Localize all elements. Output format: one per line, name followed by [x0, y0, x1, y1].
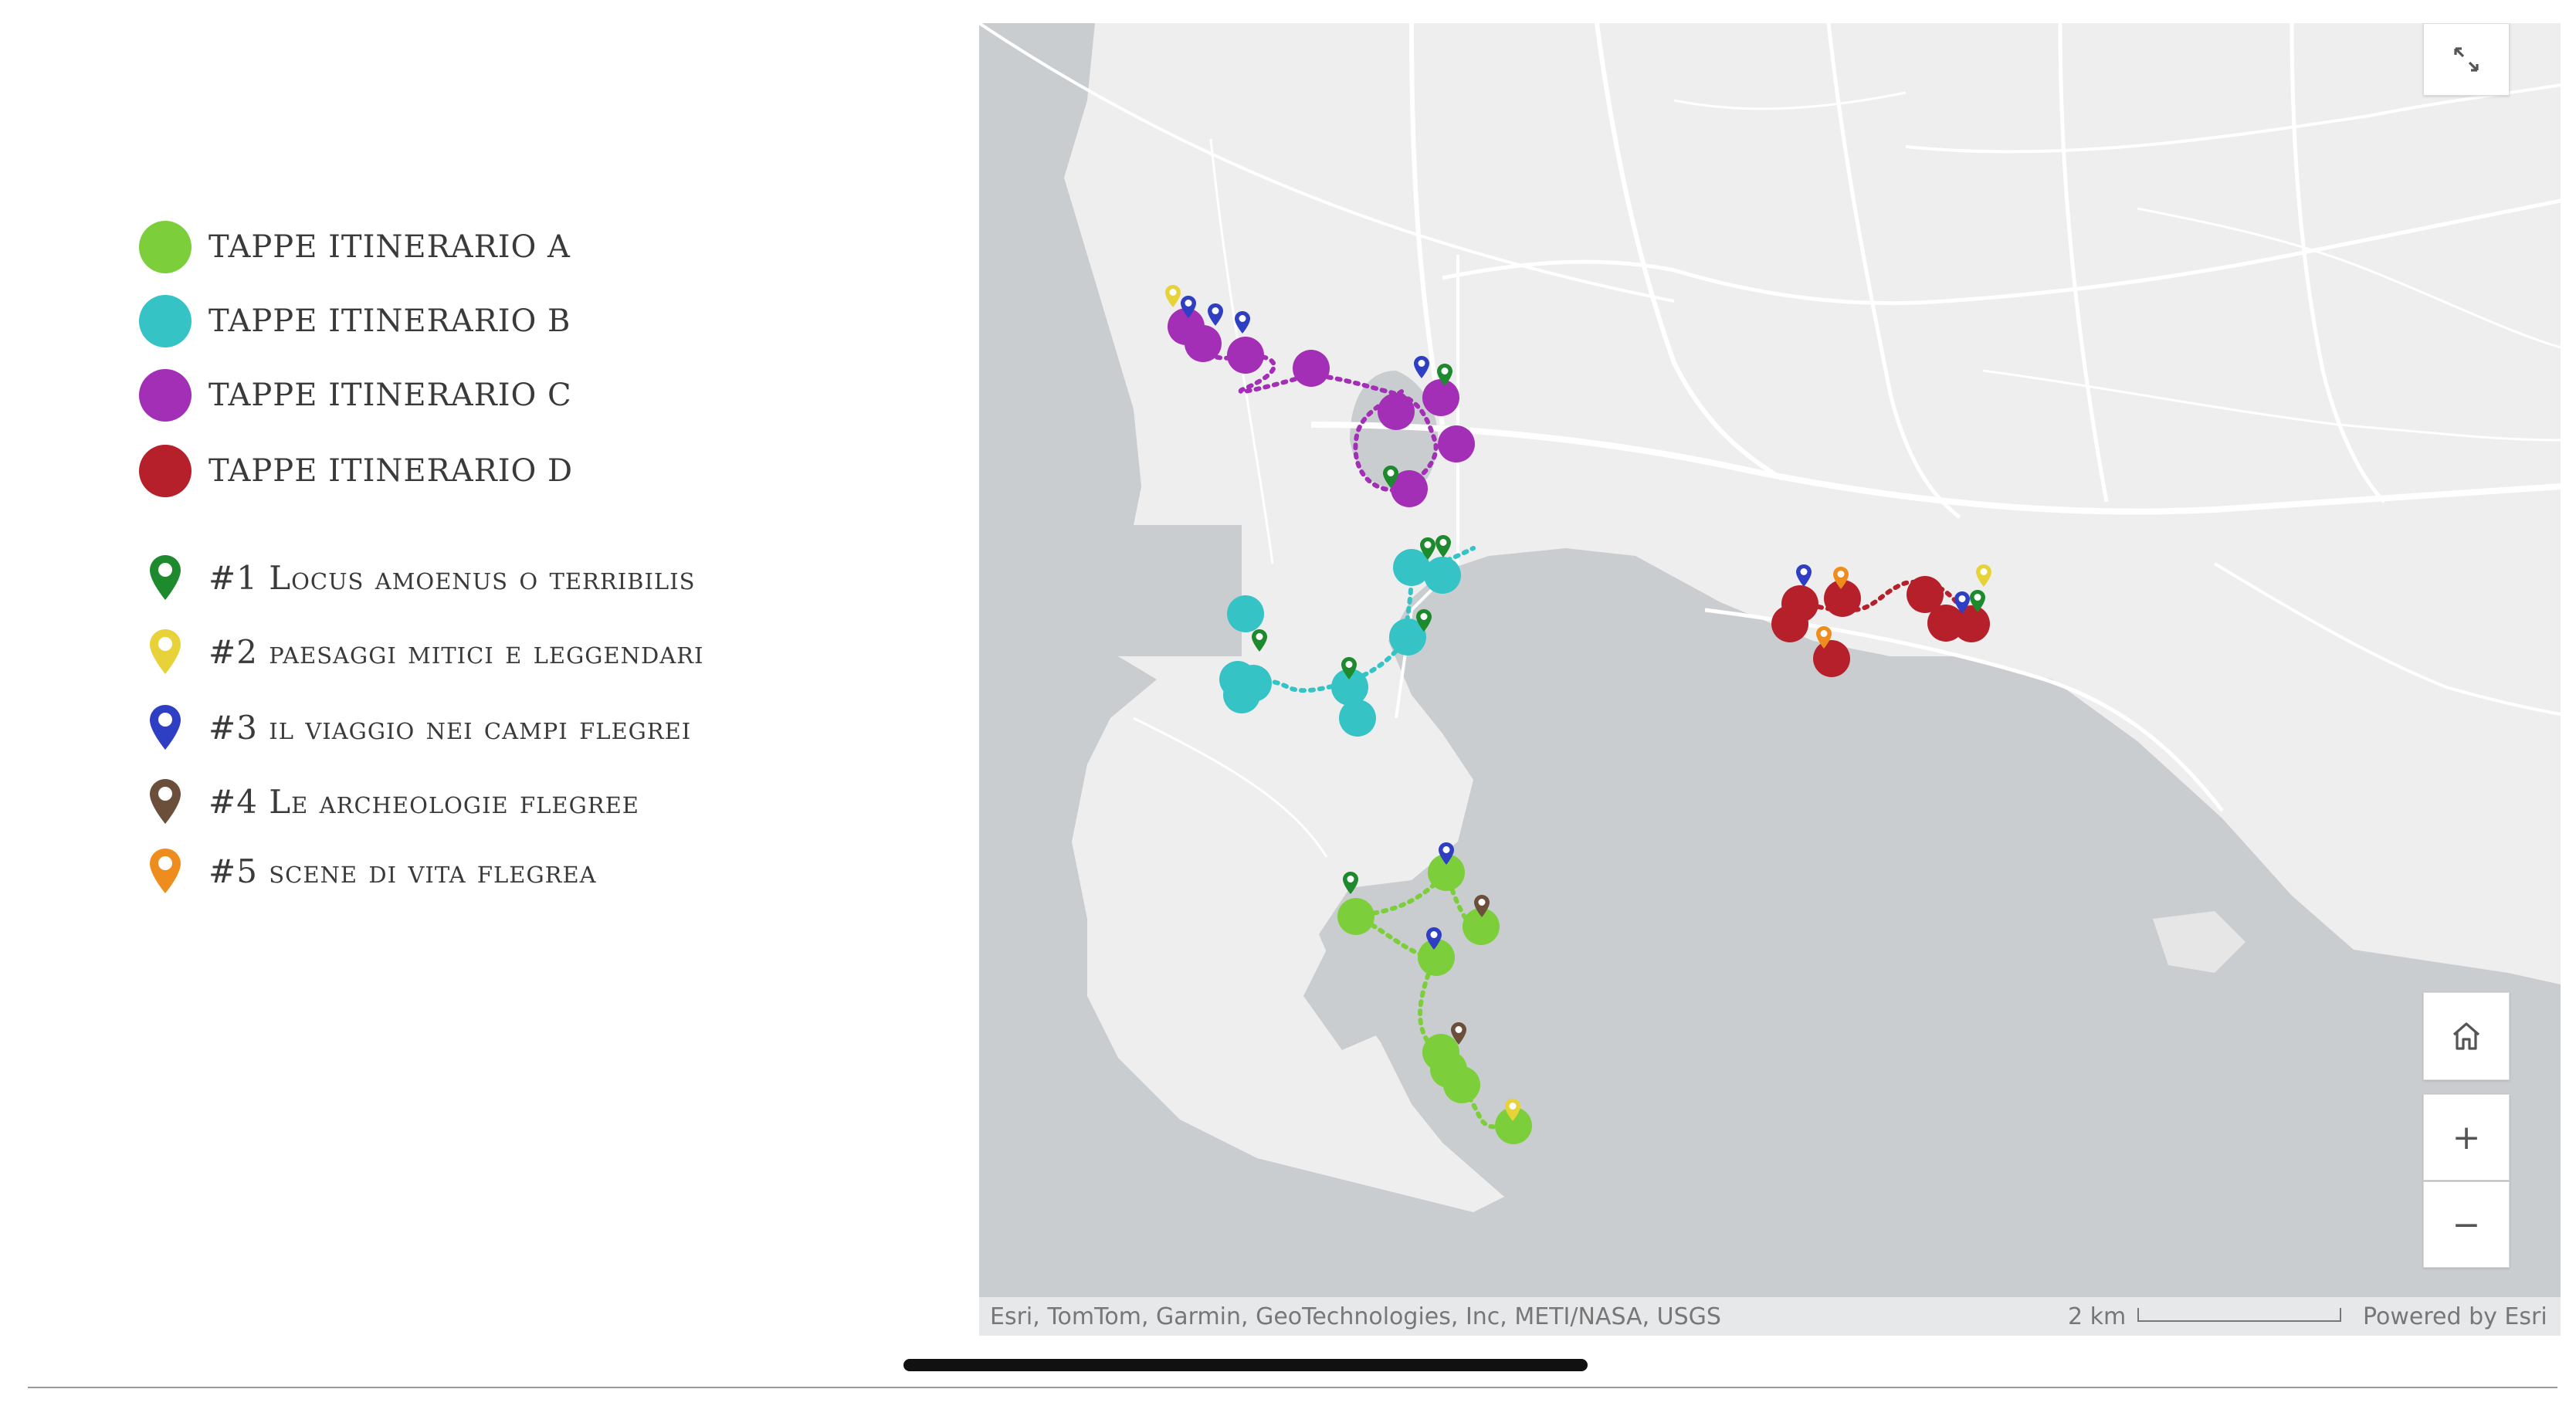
basemap — [979, 23, 2561, 1212]
itinerary-d-stop[interactable] — [1824, 580, 1861, 617]
attribution-text[interactable]: Esri, TomTom, Garmin, GeoTechnologies, I… — [990, 1303, 1721, 1330]
legend-label: #1 Locus amoenus o terribilis — [208, 558, 696, 597]
divider — [28, 1387, 2557, 1388]
scale-bar — [2137, 1308, 2341, 1322]
home-indicator — [903, 1359, 1588, 1371]
legend-label: TAPPE ITINERARIO A — [208, 229, 571, 265]
home-button[interactable] — [2423, 992, 2510, 1080]
itinerary-a-stop[interactable] — [1337, 898, 1374, 935]
map-pin-icon — [139, 701, 192, 754]
itinerary-c-stop[interactable] — [1185, 325, 1222, 362]
itinerary-a-stop[interactable] — [1443, 1066, 1480, 1103]
map-pin-icon — [139, 551, 192, 604]
fullscreen-button[interactable] — [2423, 23, 2510, 96]
legend-item-itinerary-a: TAPPE ITINERARIO A — [139, 216, 571, 278]
expand-icon — [2454, 47, 2479, 72]
landmass — [1064, 23, 2561, 1212]
green-circle-icon — [139, 221, 192, 273]
itinerary-b-stop[interactable] — [1227, 595, 1264, 632]
legend-label: TAPPE ITINERARIO C — [208, 378, 572, 413]
map-pin-icon — [139, 625, 192, 678]
zoom-in-button[interactable]: + — [2423, 1094, 2510, 1181]
map-pin-icon — [139, 845, 192, 897]
itinerary-b-stop[interactable] — [1339, 700, 1376, 737]
itinerary-b-stop[interactable] — [1331, 669, 1368, 706]
legend-label: #5 scene di vita flegrea — [208, 852, 597, 890]
legend-label: TAPPE ITINERARIO D — [208, 453, 574, 489]
zoom-out-button[interactable]: − — [2423, 1181, 2510, 1268]
map-attribution-bar: Esri, TomTom, Garmin, GeoTechnologies, I… — [979, 1297, 2561, 1336]
teal-circle-icon — [139, 295, 192, 347]
scale-label: 2 km — [2068, 1303, 2127, 1330]
legend-label: #4 Le archeologie flegree — [208, 782, 639, 821]
itinerary-c-stop[interactable] — [1422, 379, 1459, 416]
legend-item-itinerary-c: TAPPE ITINERARIO C — [139, 364, 572, 426]
itinerary-c-stop[interactable] — [1438, 425, 1475, 462]
itinerary-d-stop[interactable] — [1953, 605, 1990, 642]
legend-item-theme-2: #2 paesaggi mitici e leggendari — [139, 621, 703, 683]
itinerary-d-route — [1771, 576, 1990, 677]
itinerary-b-stop[interactable] — [1424, 557, 1461, 594]
itinerary-b-stop[interactable] — [1223, 676, 1260, 713]
legend-item-theme-5: #5 scene di vita flegrea — [139, 840, 597, 902]
legend-label: TAPPE ITINERARIO B — [208, 303, 571, 339]
legend-label: #3 il viaggio nei campi flegrei — [208, 708, 692, 747]
powered-by-link[interactable]: Powered by Esri — [2363, 1303, 2547, 1330]
purple-circle-icon — [139, 369, 192, 422]
theme-pins — [1165, 285, 1991, 1121]
itinerary-d-stop[interactable] — [1781, 585, 1818, 622]
itinerary-a-stop[interactable] — [1418, 939, 1455, 976]
legend-label: #2 paesaggi mitici e leggendari — [208, 632, 704, 671]
itinerary-a-stop[interactable] — [1463, 908, 1500, 945]
legend-item-theme-4: #4 Le archeologie flegree — [139, 771, 639, 832]
legend-item-itinerary-b: TAPPE ITINERARIO B — [139, 290, 571, 352]
itinerary-c-stop[interactable] — [1293, 350, 1330, 387]
itinerary-d-stop[interactable] — [1813, 640, 1850, 677]
map-view[interactable]: + − Esri, TomTom, Garmin, GeoTechnologie… — [979, 23, 2561, 1336]
itinerary-a-stop[interactable] — [1495, 1107, 1532, 1144]
itinerary-a-stop[interactable] — [1428, 854, 1465, 891]
itinerary-d-stop[interactable] — [1907, 576, 1944, 613]
red-circle-icon — [139, 445, 192, 497]
itinerary-a-route — [1337, 854, 1532, 1144]
itinerary-c-route — [1168, 308, 1475, 507]
itinerary-b-stop[interactable] — [1393, 549, 1430, 586]
legend-item-itinerary-d: TAPPE ITINERARIO D — [139, 440, 573, 502]
legend-item-theme-3: #3 il viaggio nei campi flegrei — [139, 696, 691, 758]
itinerary-b-route — [1219, 546, 1476, 737]
map-pin-icon — [139, 775, 192, 828]
itinerary-c-stop[interactable] — [1378, 393, 1415, 430]
home-icon — [2452, 1022, 2480, 1050]
itinerary-c-stop[interactable] — [1227, 337, 1264, 374]
itinerary-b-stop[interactable] — [1389, 618, 1426, 656]
itinerary-c-stop[interactable] — [1391, 470, 1428, 507]
legend-item-theme-1: #1 Locus amoenus o terribilis — [139, 547, 696, 608]
